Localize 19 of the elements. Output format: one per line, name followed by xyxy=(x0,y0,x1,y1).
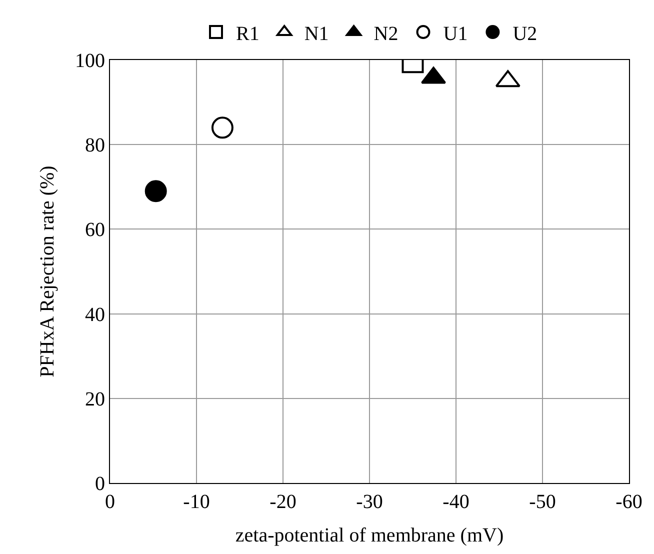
x-tick-label: -50 xyxy=(529,491,556,513)
legend-label: R1 xyxy=(236,22,260,45)
y-tick-label: 100 xyxy=(75,50,105,72)
legend-label: U1 xyxy=(443,22,468,45)
y-tick-label: 0 xyxy=(95,473,105,495)
x-tick-label: -30 xyxy=(356,491,383,513)
y-tick-label: 80 xyxy=(85,134,105,157)
x-tick-label: -10 xyxy=(183,491,210,513)
legend-label: N1 xyxy=(304,22,329,45)
y-tick-label: 20 xyxy=(85,388,105,410)
legend-label: U2 xyxy=(512,22,538,45)
x-axis-title: zeta-potential of membrane (mV) xyxy=(235,524,504,546)
x-tick-label: -40 xyxy=(442,491,470,513)
legend-label: N2 xyxy=(374,22,398,45)
x-tick-label: -20 xyxy=(270,491,296,513)
y-axis-title: PFHxA Rejection rate (%) xyxy=(36,166,58,378)
x-tick-label: -60 xyxy=(616,491,642,513)
y-tick-label: 60 xyxy=(85,219,105,242)
y-tick-label: 40 xyxy=(85,304,105,326)
